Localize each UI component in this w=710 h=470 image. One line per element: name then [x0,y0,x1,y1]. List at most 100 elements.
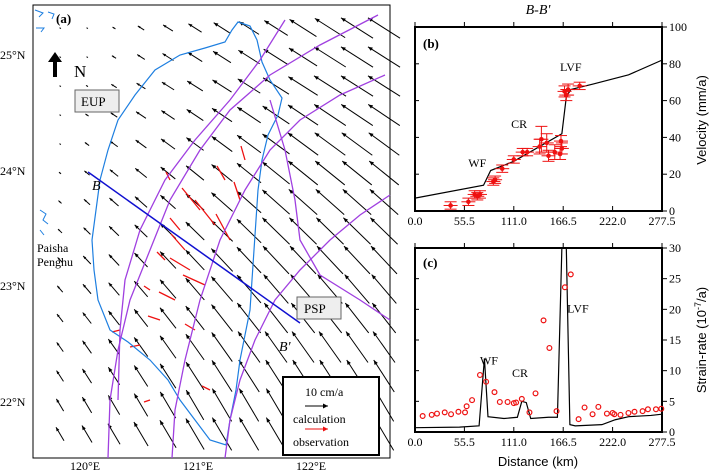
observation-vector [129,344,141,348]
vector-arrowhead [373,331,378,337]
vector-arrowhead [314,18,320,23]
data-point [526,409,533,416]
x-tick-label: 166.5 [550,435,577,449]
data-point [518,395,525,402]
data-point [544,140,550,146]
vector-arrowhead [262,246,268,251]
vector-arrowhead [211,192,217,198]
vector-arrowhead [135,168,140,172]
calculation-vector [211,360,233,392]
vector-arrowhead [58,229,61,232]
vector-arrowhead [185,306,191,311]
vector-arrowhead [111,84,114,87]
vector-arrowhead [59,27,62,30]
calculation-vector [236,246,262,274]
y-tick-label: 25 [669,272,681,286]
vector-arrowhead [237,275,242,280]
vector-arrowhead [185,334,191,339]
calculation-vector [371,274,397,304]
vector-arrowhead [342,161,348,166]
y-axis-label: Strain-rate (10-7/a) [693,287,709,393]
vector-arrowhead [239,388,244,394]
vector-arrowhead [342,189,348,194]
vector-arrowhead [160,391,165,397]
coastline-taiwan [91,21,283,446]
profile-line [87,171,301,324]
vector-arrowhead [343,246,349,251]
data-point [477,192,483,197]
vector-arrowhead [162,53,167,57]
vector-arrowhead [160,195,166,200]
data-point [441,409,448,416]
calculation-vector [318,331,342,363]
vector-arrowhead [288,189,294,194]
model-line [414,247,663,429]
calculation-vector [288,76,318,96]
vector-arrowhead [133,422,138,427]
model-line [414,59,663,199]
vector-arrowhead [108,339,113,344]
y-tick-label: 15 [669,333,681,347]
data-point [546,153,551,159]
data-point [483,378,490,385]
calculation-vector [340,17,374,39]
vector-arrowhead [59,143,62,146]
vector-arrowhead [159,420,164,426]
vector-arrowhead [369,161,375,166]
x-tick-label: 55.5 [454,435,475,449]
vector-arrowhead [292,331,297,337]
vector-arrowhead [372,303,377,308]
vector-arrowhead [59,114,62,117]
x-tick-label: 166.5 [550,214,577,228]
calculation-vector [236,134,262,154]
vector-arrowhead [238,331,243,337]
calculation-vector [313,46,347,68]
vector-arrowhead [212,79,218,85]
y-tick-label: 5 [669,394,675,408]
vector-arrowhead [315,189,321,194]
vector-arrowhead [186,109,192,114]
calculation-vector [316,245,344,275]
vector-arrowhead [83,227,87,231]
calculation-vector [316,217,344,245]
vector-arrowhead [137,54,141,58]
calculation-vector [287,104,319,126]
map-axis-labels: 25°N 24°N 23°N 22°N 120°E 121°E 122°E [0,48,326,470]
vector-arrowhead [82,312,87,317]
x-tick-label: 111.0 [501,214,527,228]
calculation-vector [263,20,289,36]
vector-arrowhead [82,340,87,345]
calculation-vector [369,189,399,215]
north-label: N [74,62,86,81]
north-arrow-icon [48,52,62,77]
vector-arrowhead [109,226,113,230]
vector-arrowhead [211,248,216,254]
calculation-vector [263,302,289,334]
vector-arrowhead [211,304,216,310]
calculation-vector [314,132,346,156]
vector-arrowhead [292,360,297,365]
vector-arrowhead [237,303,242,308]
vector-arrowhead [287,104,293,110]
vector-arrowhead [163,24,167,28]
vector-arrowhead [59,85,62,88]
vector-arrowhead [370,246,376,251]
calculation-vector [237,331,261,363]
data-point [595,403,602,410]
vector-arrowhead [108,282,113,287]
vector-arrowhead [264,303,269,308]
vector-arrowhead [134,337,139,343]
calculation-vector [289,217,317,245]
vector-arrowhead [159,307,165,313]
calculation-vector [211,304,233,332]
vector-arrowhead [368,132,374,138]
vector-arrowhead [263,274,269,280]
x-tick-label: 0.0 [408,214,423,228]
calculation-vector [264,331,288,363]
vector-arrowhead [211,136,217,141]
vector-arrowhead [160,363,165,369]
vector-arrowhead [161,110,166,115]
vector-arrowhead [289,217,295,223]
data-point [617,411,624,418]
lat-label: 23°N [0,279,26,293]
